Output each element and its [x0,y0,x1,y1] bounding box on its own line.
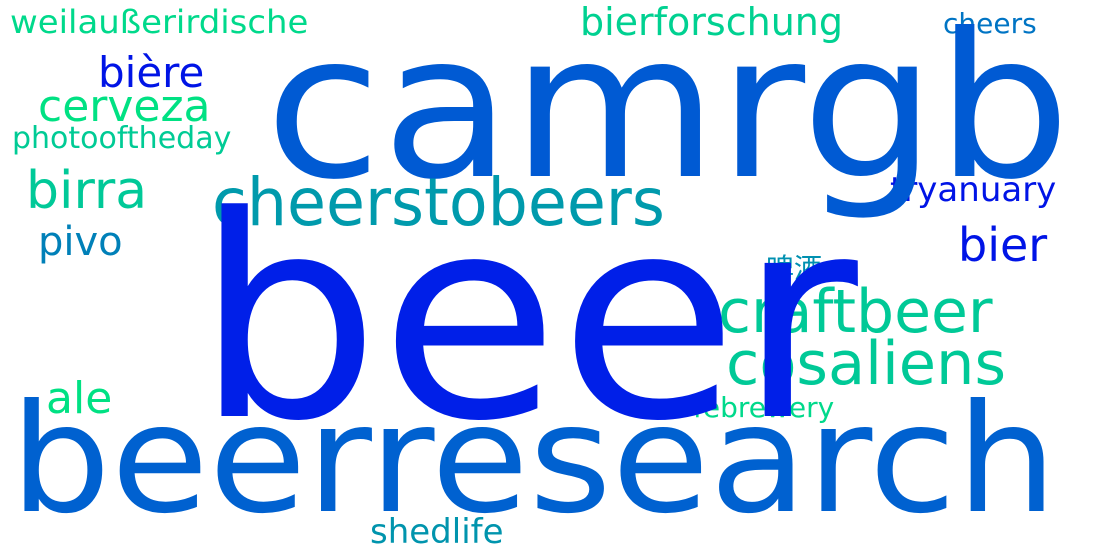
word-photooftheday: photooftheday [12,121,232,156]
word-camrgb: camrgb [265,0,1071,224]
word-tryanuary: tryanuary [890,170,1057,210]
word-febrewery: febrewery [693,391,835,424]
word-biere: bière [98,48,205,97]
word-bier: bier [958,218,1048,272]
word-ale: ale [46,373,113,424]
word-cerveza: cerveza [38,81,211,132]
word-beerresearch: beerresearch [10,373,1058,547]
word-weilausserirdische: weilaußerirdische [10,3,309,41]
word-beer: beer [195,157,858,483]
word-pivo: pivo [38,219,123,265]
word-cosaliens: cosaliens [726,329,1007,399]
word-cheers: cheers [943,7,1037,40]
word-bierforschung: bierforschung [580,0,843,44]
word-craftbeer: craftbeer [718,277,993,347]
word-cjk-beer: 啤酒 [766,252,823,285]
word-shedlife: shedlife [370,512,504,552]
word-birra: birra [26,161,148,221]
word-cheerstobeers: cheerstobeers [212,164,665,241]
